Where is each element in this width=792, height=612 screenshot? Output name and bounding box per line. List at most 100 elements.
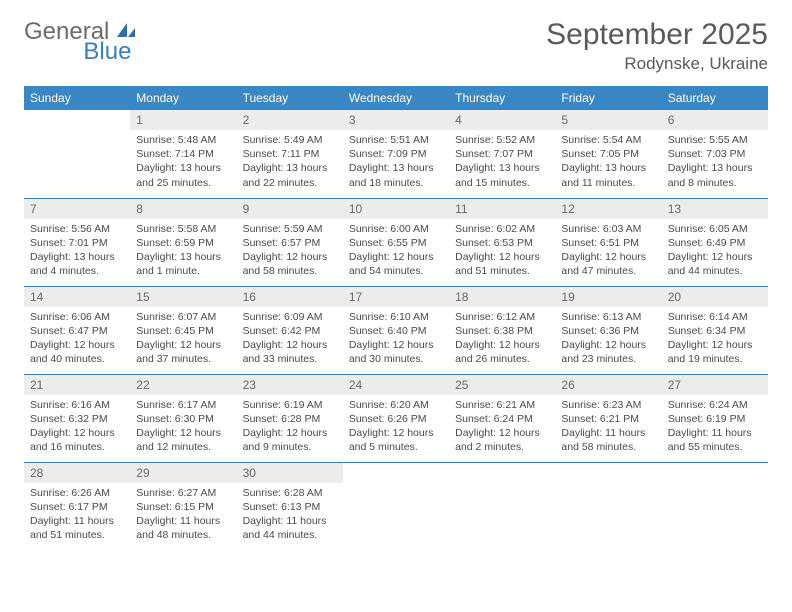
calendar-table: SundayMondayTuesdayWednesdayThursdayFrid… xyxy=(24,86,768,550)
calendar-cell: 7Sunrise: 5:56 AMSunset: 7:01 PMDaylight… xyxy=(24,198,130,286)
calendar-body: 1Sunrise: 5:48 AMSunset: 7:14 PMDaylight… xyxy=(24,110,768,550)
day-number: 11 xyxy=(449,199,555,219)
day-info: Sunrise: 5:55 AMSunset: 7:03 PMDaylight:… xyxy=(662,130,768,196)
calendar-cell: 18Sunrise: 6:12 AMSunset: 6:38 PMDayligh… xyxy=(449,286,555,374)
calendar-cell: 21Sunrise: 6:16 AMSunset: 6:32 PMDayligh… xyxy=(24,374,130,462)
calendar-cell: 30Sunrise: 6:28 AMSunset: 6:13 PMDayligh… xyxy=(237,462,343,550)
day-info: Sunrise: 6:12 AMSunset: 6:38 PMDaylight:… xyxy=(449,307,555,373)
calendar-cell xyxy=(24,110,130,198)
calendar-cell: 8Sunrise: 5:58 AMSunset: 6:59 PMDaylight… xyxy=(130,198,236,286)
calendar-cell: 2Sunrise: 5:49 AMSunset: 7:11 PMDaylight… xyxy=(237,110,343,198)
calendar-cell: 9Sunrise: 5:59 AMSunset: 6:57 PMDaylight… xyxy=(237,198,343,286)
day-info: Sunrise: 6:16 AMSunset: 6:32 PMDaylight:… xyxy=(24,395,130,461)
weekday-header: Thursday xyxy=(449,86,555,110)
day-info: Sunrise: 6:24 AMSunset: 6:19 PMDaylight:… xyxy=(662,395,768,461)
calendar-cell: 19Sunrise: 6:13 AMSunset: 6:36 PMDayligh… xyxy=(555,286,661,374)
day-number: 4 xyxy=(449,110,555,130)
weekday-header: Tuesday xyxy=(237,86,343,110)
weekday-header: Saturday xyxy=(662,86,768,110)
day-number: 23 xyxy=(237,375,343,395)
calendar-cell: 1Sunrise: 5:48 AMSunset: 7:14 PMDaylight… xyxy=(130,110,236,198)
title-block: September 2025 Rodynske, Ukraine xyxy=(546,18,768,74)
calendar-cell: 12Sunrise: 6:03 AMSunset: 6:51 PMDayligh… xyxy=(555,198,661,286)
day-number: 18 xyxy=(449,287,555,307)
day-info: Sunrise: 5:58 AMSunset: 6:59 PMDaylight:… xyxy=(130,219,236,285)
calendar-row: 1Sunrise: 5:48 AMSunset: 7:14 PMDaylight… xyxy=(24,110,768,198)
calendar-cell xyxy=(449,462,555,550)
calendar-cell: 29Sunrise: 6:27 AMSunset: 6:15 PMDayligh… xyxy=(130,462,236,550)
calendar-cell: 27Sunrise: 6:24 AMSunset: 6:19 PMDayligh… xyxy=(662,374,768,462)
calendar-cell: 14Sunrise: 6:06 AMSunset: 6:47 PMDayligh… xyxy=(24,286,130,374)
day-number: 2 xyxy=(237,110,343,130)
day-info: Sunrise: 6:13 AMSunset: 6:36 PMDaylight:… xyxy=(555,307,661,373)
calendar-cell xyxy=(343,462,449,550)
calendar-cell: 20Sunrise: 6:14 AMSunset: 6:34 PMDayligh… xyxy=(662,286,768,374)
day-number: 3 xyxy=(343,110,449,130)
calendar-row: 21Sunrise: 6:16 AMSunset: 6:32 PMDayligh… xyxy=(24,374,768,462)
calendar-cell: 24Sunrise: 6:20 AMSunset: 6:26 PMDayligh… xyxy=(343,374,449,462)
day-info: Sunrise: 6:21 AMSunset: 6:24 PMDaylight:… xyxy=(449,395,555,461)
day-info: Sunrise: 6:05 AMSunset: 6:49 PMDaylight:… xyxy=(662,219,768,285)
calendar-cell: 26Sunrise: 6:23 AMSunset: 6:21 PMDayligh… xyxy=(555,374,661,462)
day-info: Sunrise: 6:07 AMSunset: 6:45 PMDaylight:… xyxy=(130,307,236,373)
day-info: Sunrise: 6:23 AMSunset: 6:21 PMDaylight:… xyxy=(555,395,661,461)
day-number: 1 xyxy=(130,110,236,130)
day-info: Sunrise: 6:19 AMSunset: 6:28 PMDaylight:… xyxy=(237,395,343,461)
day-number: 13 xyxy=(662,199,768,219)
calendar-cell: 17Sunrise: 6:10 AMSunset: 6:40 PMDayligh… xyxy=(343,286,449,374)
day-info: Sunrise: 6:00 AMSunset: 6:55 PMDaylight:… xyxy=(343,219,449,285)
calendar-row: 14Sunrise: 6:06 AMSunset: 6:47 PMDayligh… xyxy=(24,286,768,374)
day-number: 25 xyxy=(449,375,555,395)
day-info: Sunrise: 6:06 AMSunset: 6:47 PMDaylight:… xyxy=(24,307,130,373)
calendar-cell: 15Sunrise: 6:07 AMSunset: 6:45 PMDayligh… xyxy=(130,286,236,374)
day-number: 26 xyxy=(555,375,661,395)
day-number: 19 xyxy=(555,287,661,307)
day-info: Sunrise: 6:26 AMSunset: 6:17 PMDaylight:… xyxy=(24,483,130,549)
calendar-cell: 5Sunrise: 5:54 AMSunset: 7:05 PMDaylight… xyxy=(555,110,661,198)
calendar-cell: 4Sunrise: 5:52 AMSunset: 7:07 PMDaylight… xyxy=(449,110,555,198)
header: General Blue September 2025 Rodynske, Uk… xyxy=(24,18,768,74)
calendar-cell: 23Sunrise: 6:19 AMSunset: 6:28 PMDayligh… xyxy=(237,374,343,462)
calendar-row: 28Sunrise: 6:26 AMSunset: 6:17 PMDayligh… xyxy=(24,462,768,550)
day-info: Sunrise: 5:56 AMSunset: 7:01 PMDaylight:… xyxy=(24,219,130,285)
day-info: Sunrise: 6:10 AMSunset: 6:40 PMDaylight:… xyxy=(343,307,449,373)
calendar-cell: 3Sunrise: 5:51 AMSunset: 7:09 PMDaylight… xyxy=(343,110,449,198)
day-number: 16 xyxy=(237,287,343,307)
calendar-cell: 25Sunrise: 6:21 AMSunset: 6:24 PMDayligh… xyxy=(449,374,555,462)
day-number: 6 xyxy=(662,110,768,130)
calendar-cell: 22Sunrise: 6:17 AMSunset: 6:30 PMDayligh… xyxy=(130,374,236,462)
day-number: 8 xyxy=(130,199,236,219)
weekday-header: Friday xyxy=(555,86,661,110)
day-info: Sunrise: 6:28 AMSunset: 6:13 PMDaylight:… xyxy=(237,483,343,549)
day-info: Sunrise: 6:09 AMSunset: 6:42 PMDaylight:… xyxy=(237,307,343,373)
day-number: 28 xyxy=(24,463,130,483)
calendar-cell: 28Sunrise: 6:26 AMSunset: 6:17 PMDayligh… xyxy=(24,462,130,550)
day-info: Sunrise: 5:48 AMSunset: 7:14 PMDaylight:… xyxy=(130,130,236,196)
day-info: Sunrise: 5:51 AMSunset: 7:09 PMDaylight:… xyxy=(343,130,449,196)
calendar-cell xyxy=(555,462,661,550)
day-number: 7 xyxy=(24,199,130,219)
day-info: Sunrise: 6:02 AMSunset: 6:53 PMDaylight:… xyxy=(449,219,555,285)
month-title: September 2025 xyxy=(546,18,768,52)
day-number: 15 xyxy=(130,287,236,307)
day-number: 22 xyxy=(130,375,236,395)
calendar-cell: 6Sunrise: 5:55 AMSunset: 7:03 PMDaylight… xyxy=(662,110,768,198)
day-info: Sunrise: 6:17 AMSunset: 6:30 PMDaylight:… xyxy=(130,395,236,461)
weekday-header: Sunday xyxy=(24,86,130,110)
calendar-cell xyxy=(662,462,768,550)
day-info: Sunrise: 5:59 AMSunset: 6:57 PMDaylight:… xyxy=(237,219,343,285)
logo-text-blue: Blue xyxy=(83,38,131,66)
day-number: 27 xyxy=(662,375,768,395)
day-number: 21 xyxy=(24,375,130,395)
day-info: Sunrise: 5:54 AMSunset: 7:05 PMDaylight:… xyxy=(555,130,661,196)
calendar-cell: 11Sunrise: 6:02 AMSunset: 6:53 PMDayligh… xyxy=(449,198,555,286)
day-info: Sunrise: 6:20 AMSunset: 6:26 PMDaylight:… xyxy=(343,395,449,461)
day-number: 30 xyxy=(237,463,343,483)
day-number: 24 xyxy=(343,375,449,395)
location: Rodynske, Ukraine xyxy=(546,54,768,74)
day-number: 29 xyxy=(130,463,236,483)
day-info: Sunrise: 5:49 AMSunset: 7:11 PMDaylight:… xyxy=(237,130,343,196)
day-number: 12 xyxy=(555,199,661,219)
day-number: 14 xyxy=(24,287,130,307)
weekday-header: Monday xyxy=(130,86,236,110)
